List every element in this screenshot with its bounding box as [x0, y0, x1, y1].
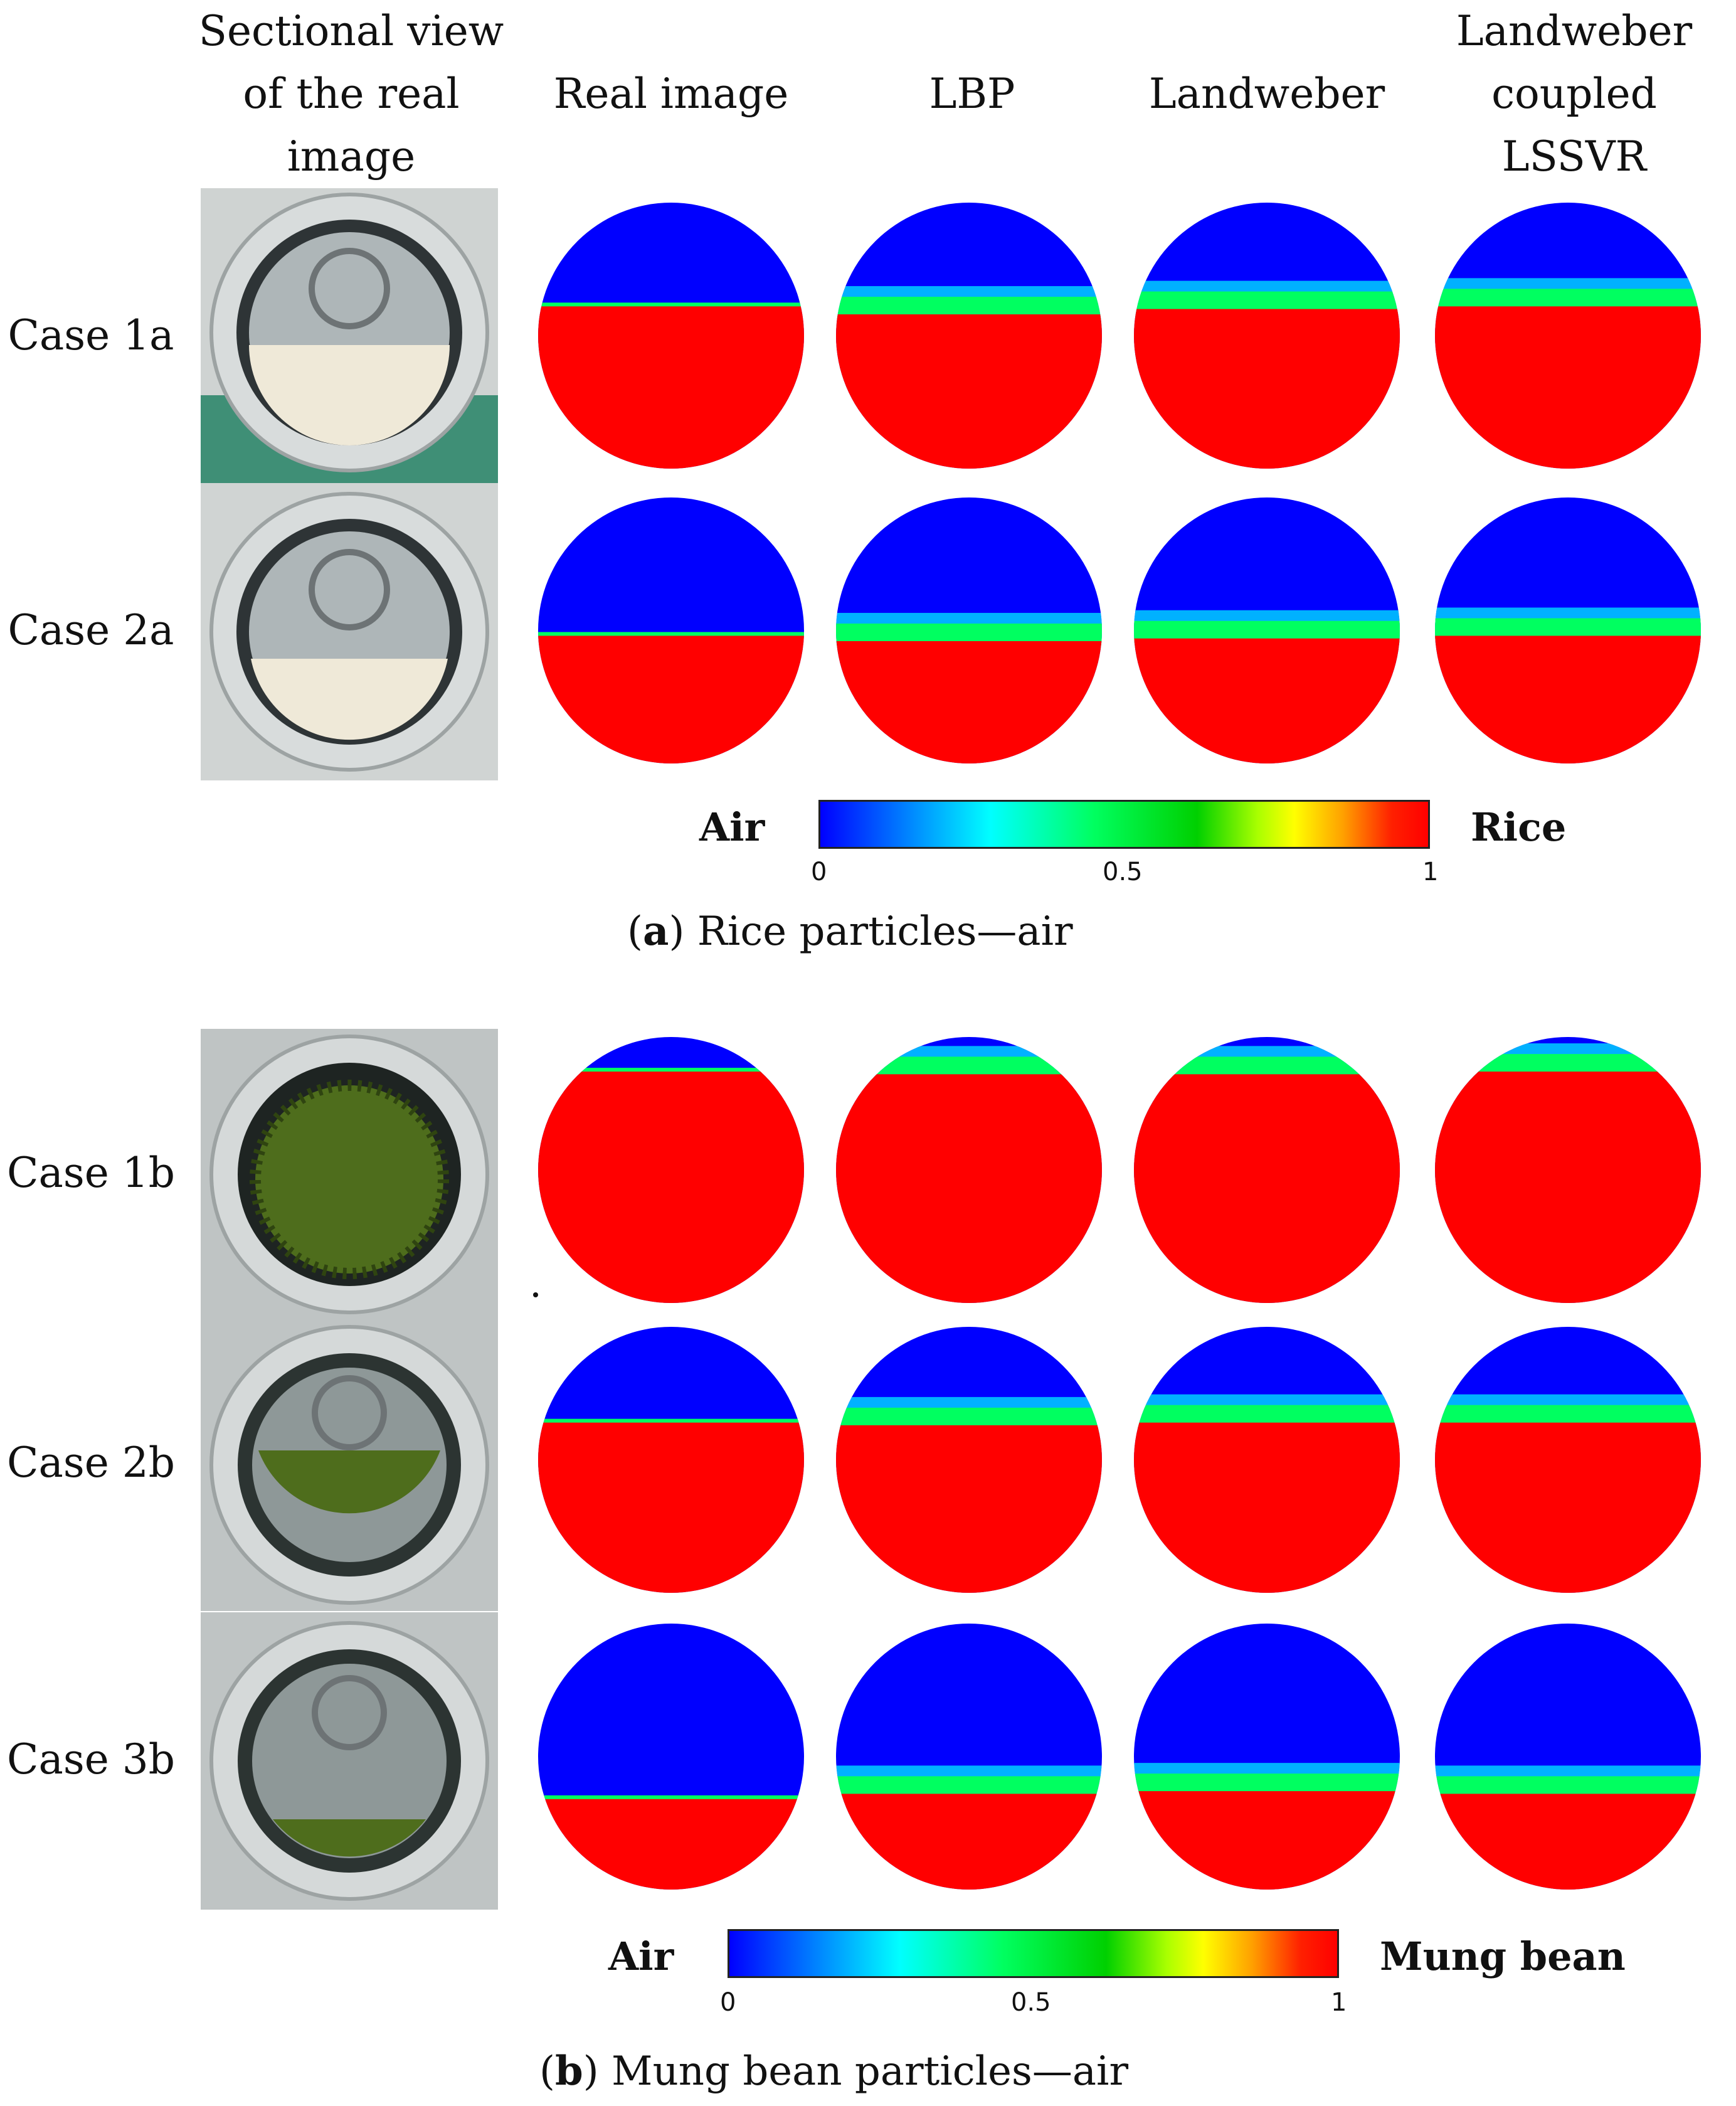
disc-case-3b-real-image [536, 1621, 807, 1892]
disc-case-3b-landweber [1131, 1621, 1402, 1892]
disc-case-2b-real-image [536, 1324, 807, 1595]
header-landweber-lssvr: Landweber coupled LSSVR [1456, 7, 1693, 181]
colorbar-b-tick-mid: 0.5 [1011, 1988, 1051, 2017]
colorbar-a-tick-0: 0 [811, 858, 827, 886]
caption-a: (a) Rice particles—air [627, 908, 1073, 955]
row-label-case-2b: Case 2b [7, 1439, 175, 1487]
disc-case-2b-landweber-lssvr [1432, 1324, 1703, 1595]
disc-case-2a-lbp [834, 495, 1104, 766]
photo-rice-case-2a [201, 483, 498, 780]
colorbar-a-right-label: Rice [1471, 804, 1567, 850]
caption-b: (b) Mung bean particles—air [539, 2048, 1129, 2095]
disc-case-2b-lbp [834, 1324, 1104, 1595]
photo-rice-case-1a [201, 188, 498, 486]
colorbar-b [728, 1929, 1339, 1978]
colorbar-a-tick-mid: 0.5 [1103, 858, 1143, 886]
header-sectional-view: Sectional view of the real image [198, 7, 504, 181]
colorbar-b-right-label: Mung bean [1380, 1933, 1626, 1979]
disc-case-1a-lbp [834, 200, 1104, 471]
disc-case-1b-lbp [834, 1034, 1104, 1306]
disc-case-1b-real-image [536, 1034, 807, 1306]
disc-case-1b-landweber [1131, 1034, 1402, 1306]
row-label-case-1b: Case 1b [7, 1149, 175, 1197]
disc-case-1b-landweber-lssvr [1432, 1034, 1703, 1306]
row-label-case-1a: Case 1a [8, 311, 174, 359]
disc-case-1a-landweber-lssvr [1432, 200, 1703, 471]
disc-case-3b-landweber-lssvr [1432, 1621, 1703, 1892]
colorbar-b-tick-1: 1 [1331, 1988, 1347, 2017]
colorbar-a-tick-1: 1 [1422, 858, 1439, 886]
colorbar-a [818, 800, 1430, 849]
photo-mungbean-case-3b [201, 1612, 498, 1910]
row-label-case-2a: Case 2a [8, 606, 174, 654]
header-real-image: Real image [553, 70, 789, 118]
disc-case-1a-landweber [1131, 200, 1402, 471]
header-lbp: LBP [929, 70, 1015, 118]
header-landweber: Landweber [1148, 70, 1385, 118]
colorbar-a-left-label: Air [699, 804, 765, 850]
disc-case-2a-real-image [536, 495, 807, 766]
disc-case-1a-real-image [536, 200, 807, 471]
row-label-case-3b: Case 3b [7, 1735, 175, 1784]
photo-mungbean-case-1b [201, 1029, 498, 1320]
colorbar-b-left-label: Air [608, 1933, 674, 1979]
disc-case-2b-landweber [1131, 1324, 1402, 1595]
colorbar-b-tick-0: 0 [720, 1988, 736, 2017]
disc-case-2a-landweber-lssvr [1432, 495, 1703, 766]
photo-mungbean-case-2b [201, 1319, 498, 1611]
disc-case-2a-landweber [1131, 495, 1402, 766]
stray-dot [533, 1292, 538, 1297]
disc-case-3b-lbp [834, 1621, 1104, 1892]
